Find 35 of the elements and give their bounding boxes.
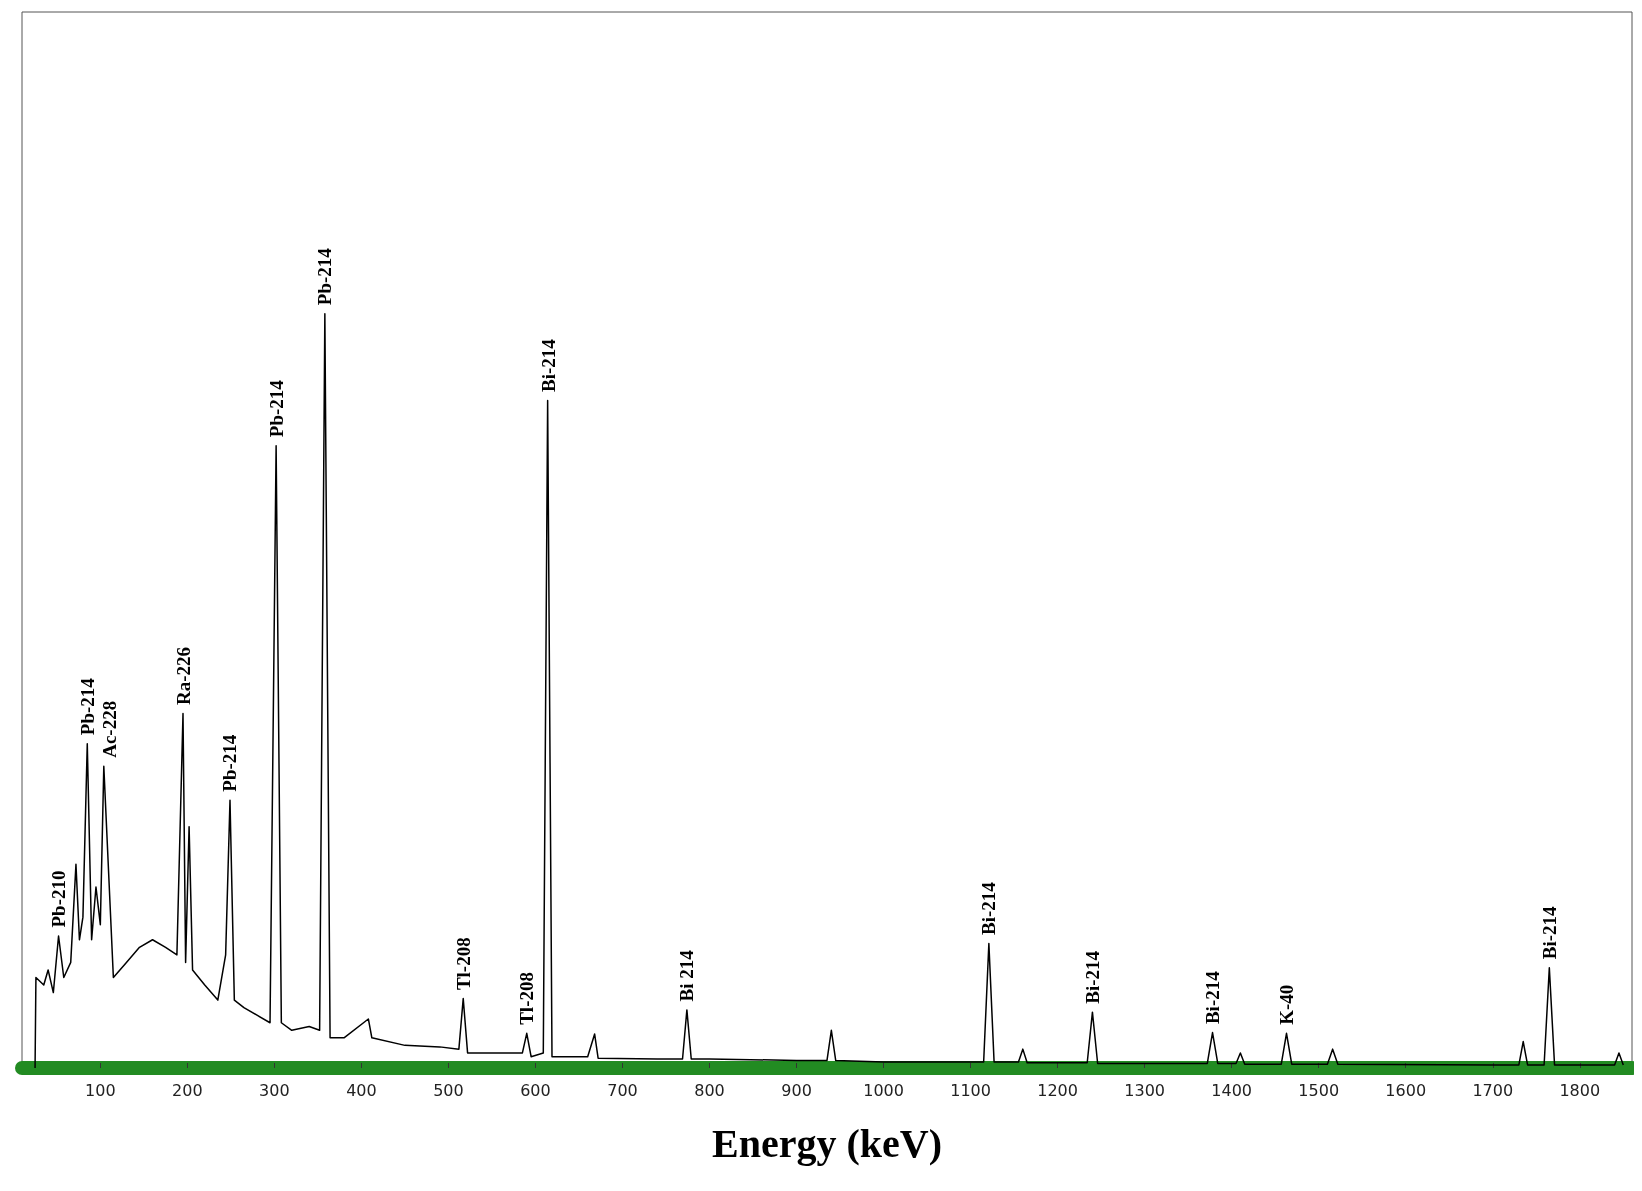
annotation: Tl-208: [452, 937, 474, 991]
annotation: Bi-214: [1202, 970, 1224, 1025]
annotation: Ra-226: [172, 646, 194, 705]
annotation: Pb-214: [314, 247, 336, 306]
annotation: Pb-214: [219, 734, 241, 792]
annotation: Bi 214: [676, 949, 698, 1002]
annotation: Tl-208: [516, 972, 538, 1025]
x-tick-label: 1000: [863, 1080, 904, 1100]
annotation: Ac-228: [98, 700, 120, 758]
x-tick-label: 1100: [950, 1080, 991, 1100]
annotation: Bi-214: [1081, 950, 1103, 1004]
x-tick-label: 500: [433, 1080, 464, 1100]
x-tick-label: 100: [85, 1080, 116, 1100]
annotation: Pb-210: [48, 870, 70, 928]
x-tick-label: 1800: [1559, 1080, 1601, 1100]
annotation: Pb-214: [265, 379, 287, 438]
x-axis-title: Energy (keV): [712, 1120, 942, 1166]
annotation: Bi-214: [978, 881, 1000, 936]
x-tick-label: 600: [520, 1080, 551, 1100]
x-tick-label: 1500: [1298, 1080, 1340, 1100]
x-tick-label: 900: [781, 1080, 812, 1100]
x-tick-label: 300: [259, 1080, 290, 1100]
annotation: Bi-214: [1538, 905, 1560, 960]
annotation: Bi-214: [538, 338, 560, 392]
x-tick-label: 400: [346, 1080, 377, 1100]
annotation: K-40: [1276, 984, 1297, 1025]
x-tick-label: 700: [607, 1080, 638, 1100]
x-tick-label: 1600: [1385, 1080, 1427, 1100]
x-tick-label: 1200: [1037, 1080, 1078, 1100]
x-tick-label: 200: [172, 1080, 203, 1100]
annotation: Pb-214: [76, 677, 98, 736]
x-tick-label: 1400: [1211, 1080, 1253, 1100]
x-tick-label: 1300: [1124, 1080, 1166, 1100]
x-tick-label: 800: [694, 1080, 725, 1100]
x-tick-label: 1700: [1472, 1080, 1514, 1100]
